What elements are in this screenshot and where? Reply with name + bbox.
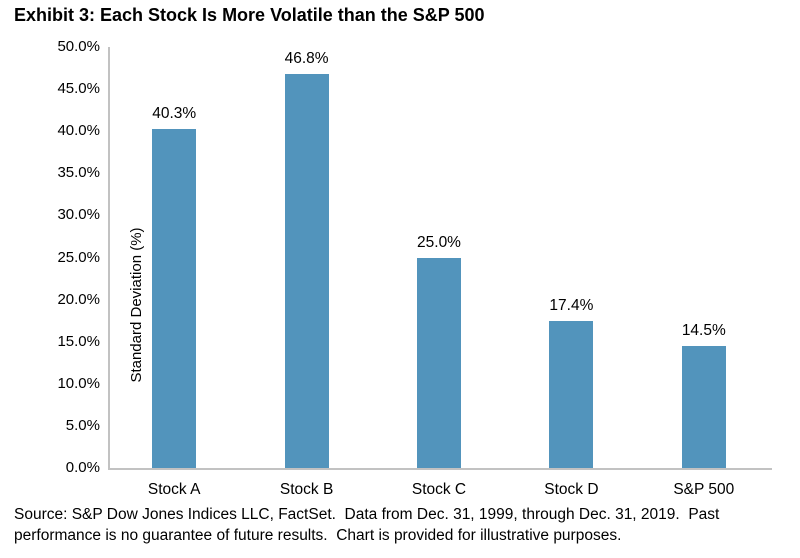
y-tick-label: 5.0%	[65, 416, 100, 434]
bar-value-label: 17.4%	[549, 297, 594, 315]
bar-value-label: 14.5%	[681, 321, 726, 339]
source-note-line-2: performance is no guarantee of future re…	[14, 527, 622, 544]
bar-value-label: 40.3%	[152, 104, 197, 122]
x-tick-label: Stock A	[147, 481, 201, 498]
x-tick-label: Stock D	[544, 481, 599, 498]
y-tick-label: 0.0%	[65, 459, 100, 476]
bar-stock-b	[284, 73, 329, 468]
y-axis-title: Standard Deviation (%)	[128, 227, 145, 383]
bar-stock-d	[549, 321, 594, 468]
y-tick-label: 35.0%	[57, 164, 100, 182]
source-note: Source: S&P Dow Jones Indices LLC, FactS…	[14, 504, 719, 546]
chart-title: Exhibit 3: Each Stock Is More Volatile t…	[14, 5, 485, 25]
y-tick-label: 45.0%	[57, 80, 100, 98]
y-tick-label: 10.0%	[57, 374, 100, 392]
x-tick-label: Stock B	[279, 481, 334, 498]
y-tick-label: 25.0%	[57, 248, 100, 266]
bar-s-p-500	[681, 345, 726, 468]
source-note-line-1: Source: S&P Dow Jones Indices LLC, FactS…	[14, 506, 720, 523]
y-tick-label: 40.0%	[57, 122, 100, 140]
bar-value-label: 25.0%	[417, 233, 461, 251]
x-tick-label: S&P 500	[673, 481, 735, 498]
y-tick-label: 20.0%	[57, 290, 100, 308]
plot-area: Standard Deviation (%)	[108, 47, 772, 470]
y-tick-label: 50.0%	[57, 38, 100, 55]
y-tick-label: 15.0%	[57, 332, 100, 350]
bar-value-label: 46.8%	[284, 49, 329, 67]
y-tick-label: 30.0%	[57, 206, 100, 224]
bar-stock-a	[152, 128, 197, 468]
x-tick-label: Stock C	[411, 481, 467, 498]
bar-stock-c	[417, 257, 461, 468]
